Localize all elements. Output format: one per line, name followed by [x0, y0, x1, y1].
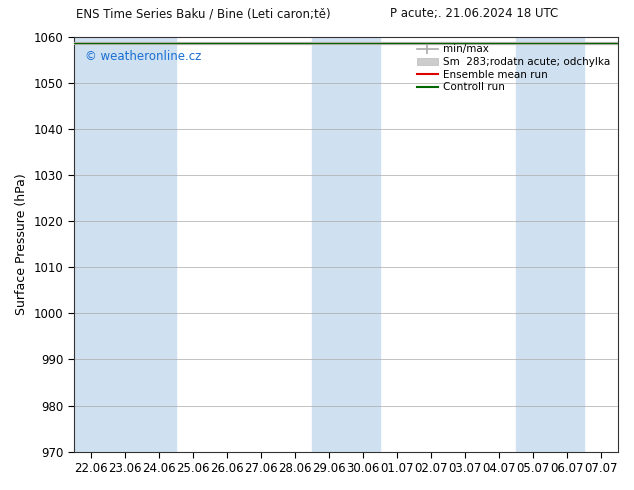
Bar: [108, 37, 142, 452]
Bar: [74, 37, 108, 452]
Y-axis label: Surface Pressure (hPa): Surface Pressure (hPa): [15, 173, 28, 315]
Bar: [515, 37, 550, 452]
Bar: [346, 37, 380, 452]
Text: P acute;. 21.06.2024 18 UTC: P acute;. 21.06.2024 18 UTC: [390, 7, 558, 21]
Bar: [142, 37, 176, 452]
Bar: [550, 37, 584, 452]
Bar: [312, 37, 346, 452]
Text: © weatheronline.cz: © weatheronline.cz: [84, 49, 201, 63]
Text: ENS Time Series Baku / Bine (Leti caron;tě): ENS Time Series Baku / Bine (Leti caron;…: [76, 7, 331, 21]
Legend: min/max, Sm  283;rodatn acute; odchylka, Ensemble mean run, Controll run: min/max, Sm 283;rodatn acute; odchylka, …: [415, 42, 612, 95]
